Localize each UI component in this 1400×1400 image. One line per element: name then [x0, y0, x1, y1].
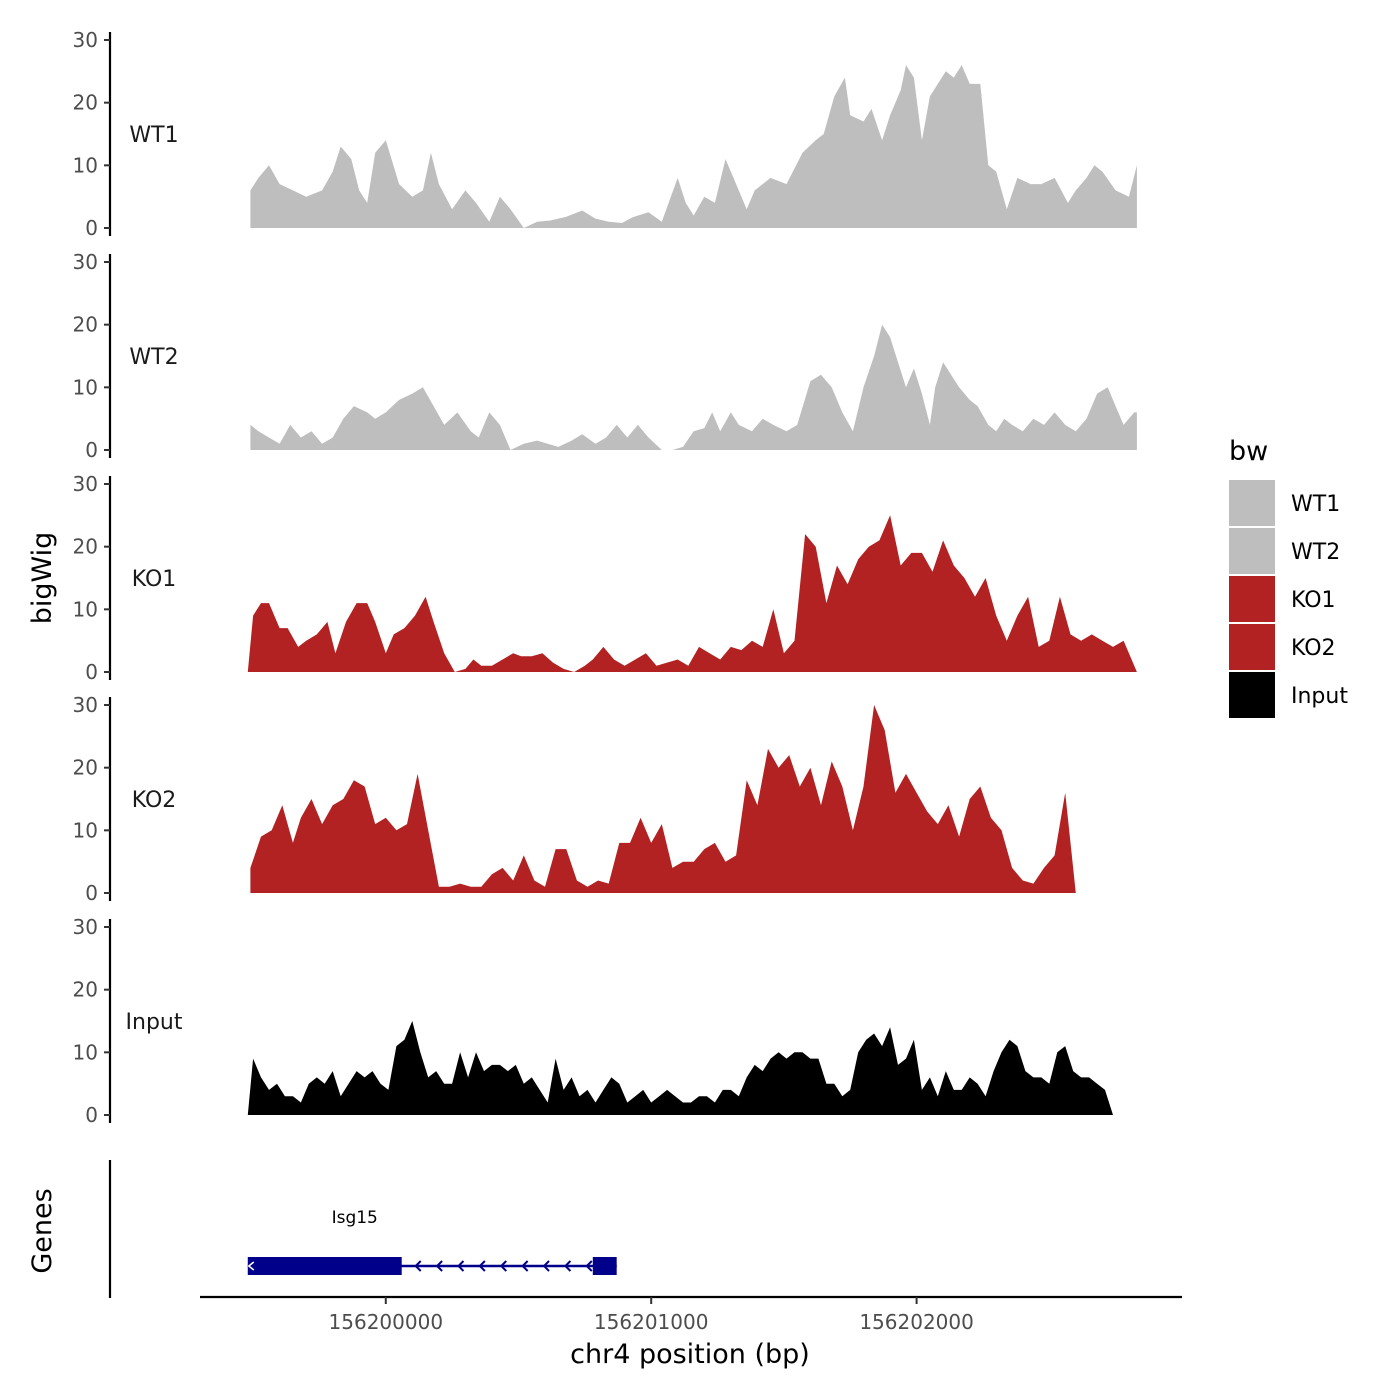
track-label: WT2 — [129, 345, 178, 370]
track-label: Input — [126, 1010, 183, 1035]
y-tick-label: 20 — [73, 978, 98, 1002]
y-tick-label: 10 — [73, 597, 98, 621]
y-tick-label: 20 — [73, 91, 98, 115]
y-axis-title: bigWig — [27, 532, 58, 625]
strand-arrow-icon — [521, 1260, 529, 1272]
y-tick-label: 0 — [85, 438, 98, 462]
strand-arrow-icon — [414, 1260, 422, 1272]
y-tick-label: 30 — [73, 250, 98, 274]
gene-exon — [247, 1257, 402, 1275]
y-tick-label: 20 — [73, 313, 98, 337]
strand-arrow-icon — [499, 1260, 507, 1272]
y-tick-label: 10 — [73, 818, 98, 842]
track-ko1: 0 10 20 30 KO1 — [73, 472, 1137, 684]
track-label: KO2 — [132, 788, 177, 813]
coverage-area-wt1 — [250, 65, 1137, 228]
gene-isg15: Isg15 — [247, 1208, 617, 1275]
y-tick-label: 0 — [85, 1103, 98, 1127]
y-tick-label: 0 — [85, 660, 98, 684]
track-label: KO1 — [132, 567, 177, 592]
x-axis-title: chr4 position (bp) — [570, 1339, 810, 1370]
y-tick-label: 0 — [85, 216, 98, 240]
track-label: WT1 — [129, 123, 178, 148]
legend: bw WT1 WT2 KO1 KO2 Input — [1229, 436, 1348, 718]
genes-track: Isg15 — [108, 1160, 617, 1298]
y-tick-label: 20 — [73, 756, 98, 780]
genes-axis-title: Genes — [27, 1188, 58, 1273]
track-input: 0 10 20 30 Input — [73, 915, 1137, 1127]
y-tick-label: 30 — [73, 28, 98, 52]
coverage-area-input — [247, 1021, 1137, 1115]
strand-arrow-icon — [585, 1260, 593, 1272]
legend-label: Input — [1291, 684, 1348, 709]
track-wt2: 0 10 20 30 WT2 — [73, 250, 1137, 462]
strand-arrow-icon — [478, 1260, 486, 1272]
x-tick-label: 156201000 — [594, 1310, 709, 1334]
legend-title: bw — [1229, 436, 1268, 467]
strand-arrow-icon — [563, 1260, 572, 1272]
x-tick-label: 156202000 — [859, 1310, 974, 1334]
y-tick-label: 30 — [73, 472, 98, 496]
coverage-area-ko2 — [250, 705, 1143, 893]
y-tick-label: 10 — [73, 1040, 98, 1064]
coverage-area-ko1 — [247, 515, 1137, 672]
legend-label: WT2 — [1291, 540, 1340, 565]
strand-arrow-icon — [435, 1260, 443, 1272]
track-ko2: 0 10 20 30 KO2 — [73, 693, 1143, 905]
coverage-area-wt2 — [250, 324, 1137, 450]
x-axis: 156200000 156201000 156202000 — [200, 1295, 1182, 1334]
y-tick-label: 20 — [73, 535, 98, 559]
legend-key-input — [1229, 672, 1275, 718]
strand-arrow-icon — [542, 1260, 550, 1272]
legend-label: KO2 — [1291, 636, 1336, 661]
gene-label: Isg15 — [332, 1208, 378, 1228]
legend-key-wt1 — [1229, 480, 1275, 526]
legend-label: WT1 — [1291, 492, 1340, 517]
legend-key-ko2 — [1229, 624, 1275, 670]
y-tick-label: 0 — [85, 881, 98, 905]
y-tick-label: 30 — [73, 693, 98, 717]
legend-label: KO1 — [1291, 588, 1336, 613]
coverage-tracks: 0 10 20 30 WT1 0 10 20 30 WT2 0 10 20 30 KO1 0 10 20 30 KO2… — [73, 28, 1143, 1127]
strand-arrow-icon — [247, 1261, 255, 1271]
y-tick-label: 10 — [73, 153, 98, 177]
legend-key-ko1 — [1229, 576, 1275, 622]
y-tick-label: 10 — [73, 375, 98, 399]
legend-key-wt2 — [1229, 528, 1275, 574]
x-tick-label: 156200000 — [329, 1310, 444, 1334]
strand-arrow-icon — [457, 1260, 465, 1272]
y-tick-label: 30 — [73, 915, 98, 939]
gene-exon — [592, 1257, 617, 1275]
track-wt1: 0 10 20 30 WT1 — [73, 28, 1137, 240]
